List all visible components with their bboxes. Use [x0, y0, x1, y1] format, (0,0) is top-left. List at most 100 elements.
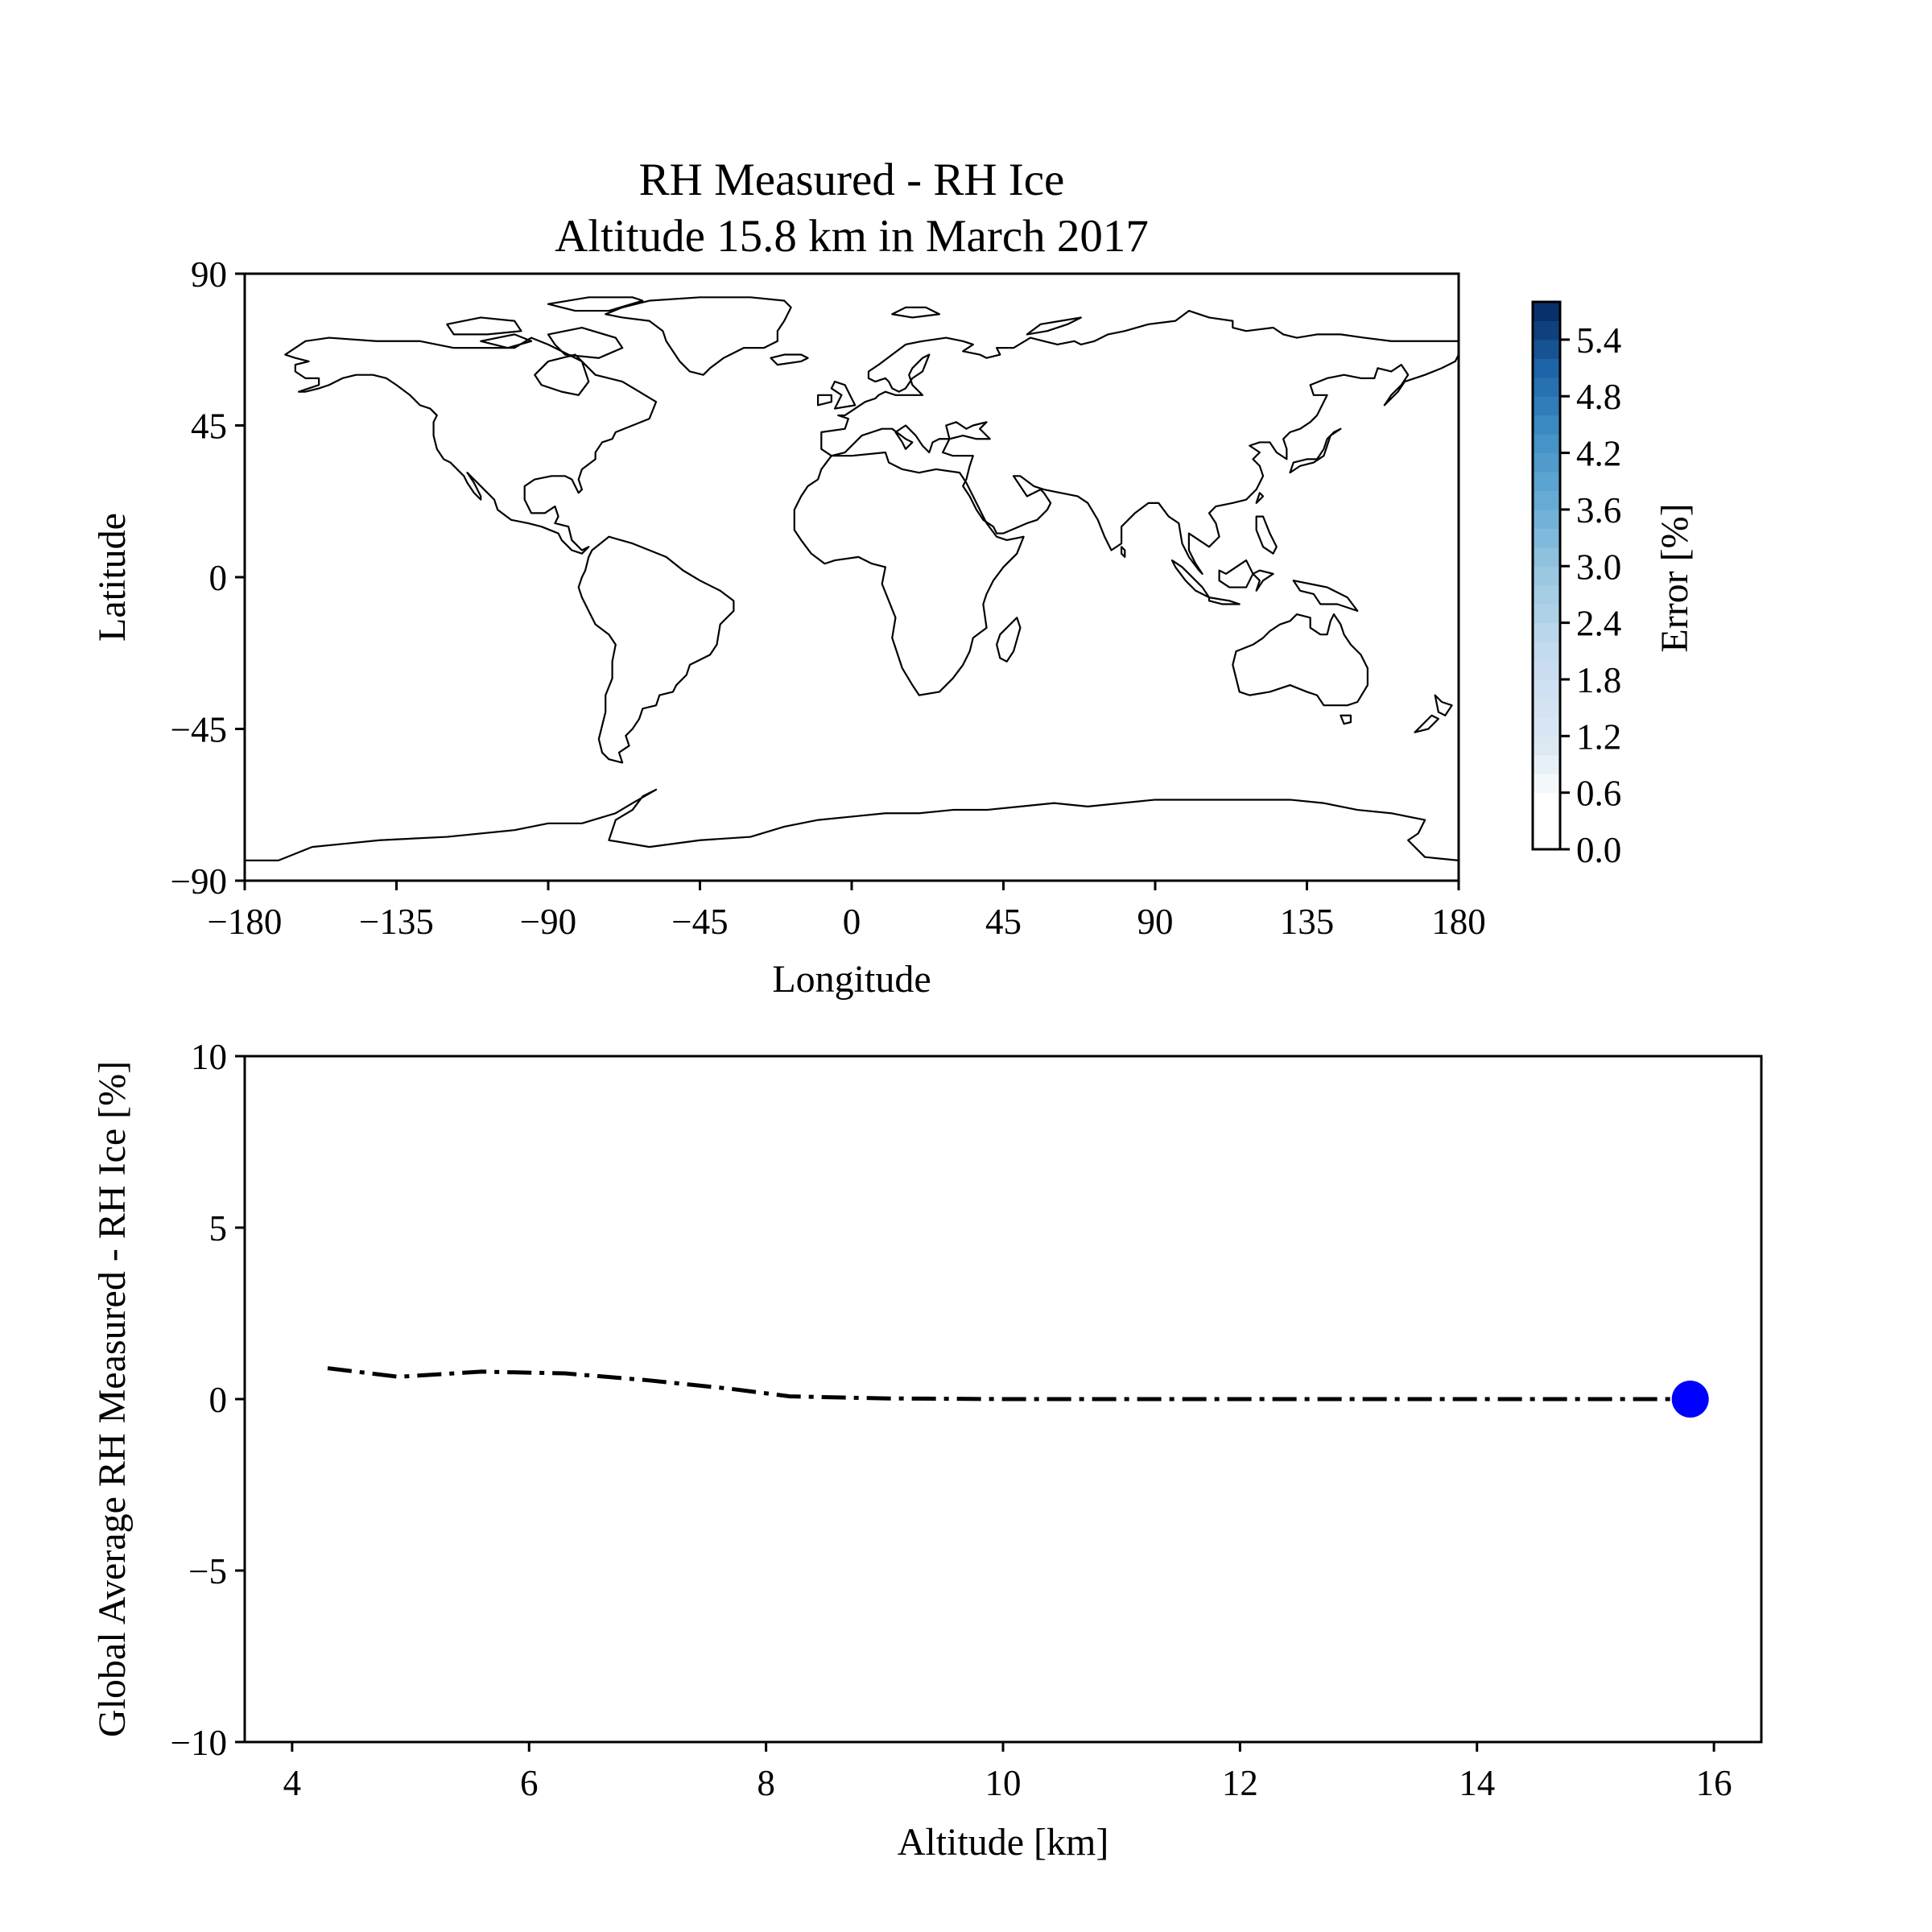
colorbar-block — [1533, 811, 1560, 832]
colorbar-tick-label: 1.2 — [1576, 716, 1621, 757]
line-x-tick-label: 8 — [757, 1763, 775, 1803]
coastline-africa — [795, 452, 1024, 696]
colorbar-block — [1533, 320, 1560, 341]
line-y-tick-label: 0 — [209, 1380, 228, 1420]
colorbar-block — [1533, 302, 1560, 321]
map-y-tick-label: 90 — [191, 254, 227, 295]
map-y-tick-label: −45 — [171, 710, 227, 750]
colorbar-block — [1533, 528, 1560, 548]
colorbar-block — [1533, 830, 1560, 850]
colorbar-block — [1533, 584, 1560, 605]
map-x-tick-label: 0 — [843, 902, 861, 942]
colorbar-block — [1533, 547, 1560, 567]
colorbar-block — [1533, 716, 1560, 737]
line-x-tick-label: 4 — [283, 1763, 302, 1803]
map-x-tick-label: 90 — [1137, 902, 1174, 942]
line-y-tick-label: −10 — [171, 1723, 227, 1763]
map-x-ticks: −180 −135 −90 −45 0 45 90 135 180 — [208, 881, 1486, 942]
series-line — [327, 1366, 1690, 1402]
map-axes: −180 −135 −90 −45 0 45 90 135 180 90 45 0 −45 −90 Lo… — [91, 254, 1486, 1001]
colorbar-tick-label: 0.0 — [1576, 830, 1621, 870]
coastlines — [245, 297, 1459, 861]
map-y-tick-label: 45 — [191, 407, 227, 447]
colorbar-tick-label: 3.6 — [1576, 490, 1621, 530]
colorbar-tick-label: 0.6 — [1576, 774, 1621, 814]
map-y-tick-label: 0 — [209, 558, 228, 598]
coastline-south-america — [579, 537, 734, 763]
line-x-tick-label: 6 — [520, 1763, 539, 1803]
coastline-indonesia — [1172, 560, 1357, 611]
map-panel: RH Measured - RH Ice Altitude 15.8 km in… — [91, 155, 1696, 1001]
colorbar-block — [1533, 566, 1560, 586]
colorbar-block — [1533, 396, 1560, 416]
map-x-tick-label: 180 — [1431, 902, 1486, 942]
colorbar-block — [1533, 452, 1560, 473]
coastline-greenland — [605, 297, 791, 374]
line-x-tick-label: 10 — [985, 1763, 1022, 1803]
colorbar-block — [1533, 754, 1560, 774]
colorbar-frame — [1531, 300, 1562, 851]
line-y-tick-label: 10 — [191, 1037, 227, 1077]
coastline-australia — [1232, 614, 1368, 705]
coastline-tasmania — [1340, 716, 1351, 724]
line-x-axis-label: Altitude [km] — [898, 1821, 1109, 1864]
coastline-antarctica — [245, 790, 1459, 861]
colorbar-tick-label: 1.8 — [1576, 660, 1621, 700]
coastline-north-america — [285, 338, 656, 554]
line-x-tick-label: 16 — [1696, 1763, 1732, 1803]
map-x-tick-label: −135 — [359, 902, 434, 942]
colorbar-block — [1533, 698, 1560, 718]
line-panel: 4 6 8 10 12 14 16 10 5 0 −5 −10 Altitude [km] Glob… — [91, 1037, 1763, 1864]
colorbar-block — [1533, 472, 1560, 491]
colorbar-tick-label: 5.4 — [1576, 320, 1621, 361]
colorbar-block — [1533, 736, 1560, 756]
map-x-tick-label: −180 — [208, 902, 283, 942]
coastline-eurasia — [821, 311, 1459, 574]
map-x-tick-label: −45 — [671, 902, 728, 942]
line-x-ticks: 4 6 8 10 12 14 16 — [283, 1742, 1732, 1803]
colorbar-block — [1533, 434, 1560, 454]
colorbar-block — [1533, 339, 1560, 359]
colorbar-tick-label: 4.8 — [1576, 377, 1621, 417]
line-y-tick-label: 5 — [209, 1208, 228, 1249]
coastline-madagascar — [997, 617, 1020, 661]
map-y-tick-label: −90 — [171, 861, 227, 902]
coastline-british-isles — [818, 382, 855, 409]
colorbar-blocks — [1533, 302, 1560, 850]
line-y-ticks: 10 5 0 −5 −10 — [171, 1037, 245, 1763]
coastline-new-zealand — [1415, 696, 1452, 733]
colorbar-ticks: 0.0 0.6 1.2 1.8 2.4 3.0 3.6 4.2 4.8 5.4 — [1560, 320, 1621, 870]
coastline-arctic-islands — [447, 297, 642, 357]
map-x-tick-label: 135 — [1280, 902, 1335, 942]
map-title: RH Measured - RH Ice — [639, 155, 1065, 205]
line-x-tick-label: 14 — [1459, 1763, 1495, 1803]
coastline-iceland — [770, 355, 807, 365]
colorbar: 0.0 0.6 1.2 1.8 2.4 3.0 3.6 4.2 4.8 5.4 Error [%] — [1531, 300, 1696, 870]
colorbar-tick-label: 4.2 — [1576, 434, 1621, 474]
coastline-south-asia-islands — [1121, 493, 1277, 557]
line-y-tick-label: −5 — [188, 1551, 227, 1591]
coastline-japan — [1290, 429, 1341, 473]
colorbar-tick-label: 3.0 — [1576, 547, 1621, 587]
map-x-tick-label: −90 — [520, 902, 576, 942]
line-y-axis-label: Global Average RH Measured - RH Ice [%] — [91, 1061, 134, 1737]
coastline-arctic-europe — [892, 308, 1081, 335]
colorbar-label: Error [%] — [1653, 503, 1696, 652]
map-x-tick-label: 45 — [985, 902, 1022, 942]
colorbar-block — [1533, 642, 1560, 662]
colorbar-block — [1533, 679, 1560, 699]
colorbar-block — [1533, 509, 1560, 529]
colorbar-tick-label: 2.4 — [1576, 604, 1621, 644]
line-x-tick-label: 12 — [1222, 1763, 1258, 1803]
map-plot-area — [245, 274, 1459, 881]
colorbar-block — [1533, 490, 1560, 510]
colorbar-block — [1533, 774, 1560, 794]
map-x-axis-label: Longitude — [772, 958, 931, 1001]
colorbar-block — [1533, 660, 1560, 680]
map-y-axis-label: Latitude — [91, 513, 134, 642]
map-subtitle: Altitude 15.8 km in March 2017 — [555, 211, 1149, 262]
colorbar-block — [1533, 415, 1560, 435]
colorbar-block — [1533, 622, 1560, 642]
colorbar-block — [1533, 358, 1560, 378]
